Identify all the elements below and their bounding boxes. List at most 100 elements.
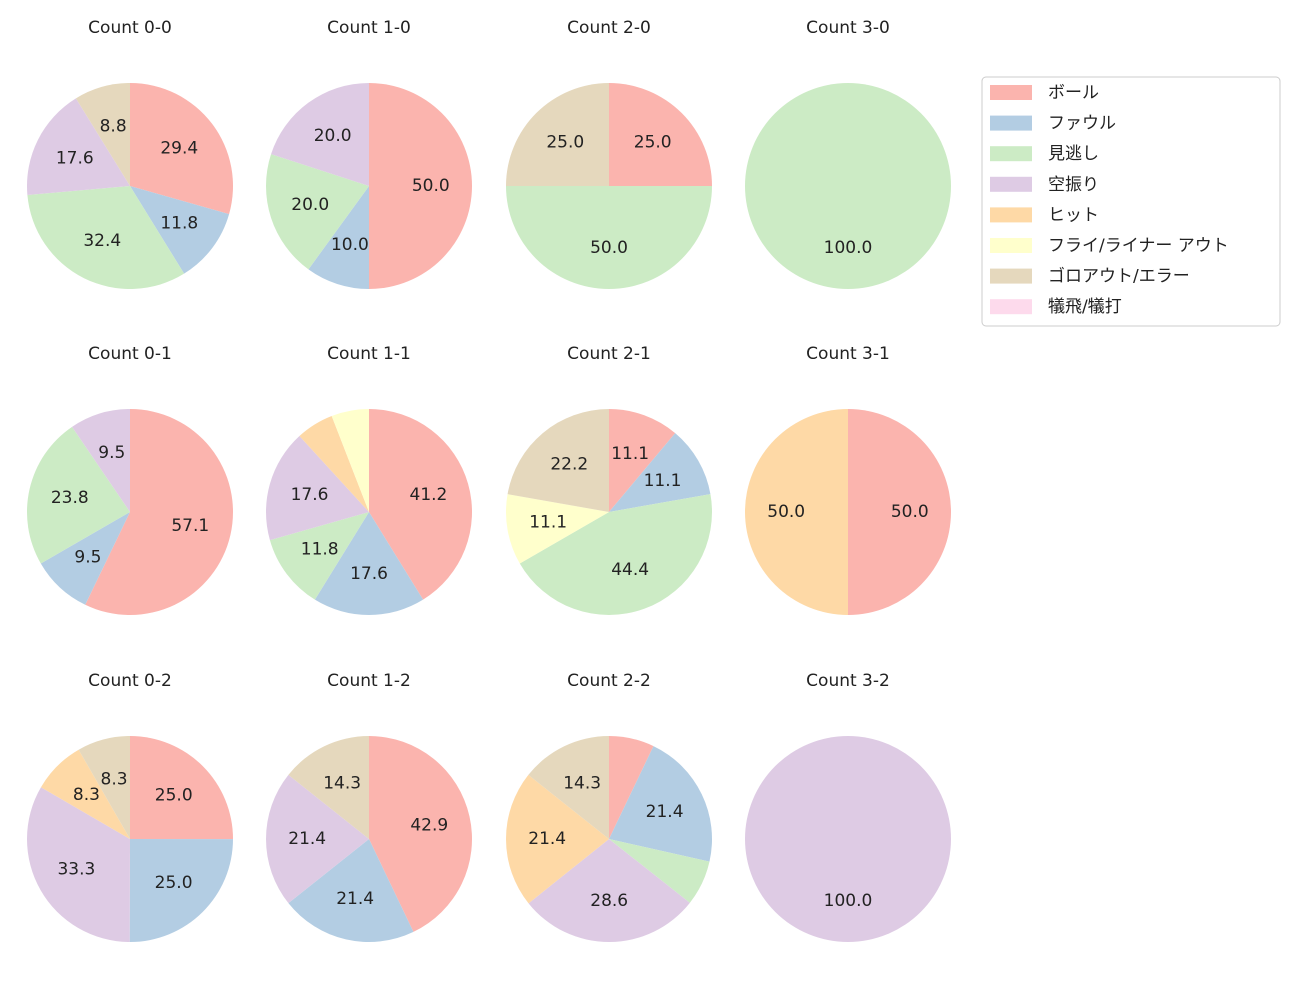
chart-title: Count 1-1 [327,344,411,364]
pie-slice [745,409,848,615]
slice-label: 14.3 [323,773,361,793]
pie-slice [40,512,130,605]
pie-slice [130,186,230,274]
pie-slice [85,409,234,615]
chart-title: Count 2-1 [567,344,651,364]
slice-label: 25.0 [634,132,672,152]
legend-label: 空振り [1048,175,1099,195]
legend-label: 見逃し [1048,144,1099,164]
chart-title: Count 2-2 [567,671,651,691]
slice-label: 32.4 [83,231,121,251]
slice-label: 17.6 [350,564,388,584]
slice-label: 20.0 [291,195,329,215]
pie-slice [288,736,369,839]
chart-title: Count 1-2 [327,671,411,691]
slice-label: 41.2 [410,485,448,505]
legend-swatch [990,207,1032,223]
slice-label: 29.4 [160,139,198,159]
pie-slice [331,409,369,512]
slice-label: 9.5 [98,443,125,463]
pie-slice [745,83,951,289]
pie-slice [27,98,130,196]
chart-title: Count 1-0 [327,18,411,38]
pie-slice [505,494,609,564]
pie-slice [271,83,369,186]
slice-label: 17.6 [56,148,94,168]
pie-slice [369,409,472,600]
chart-title: Count 3-1 [806,344,890,364]
slice-label: 50.0 [412,176,450,196]
slice-label: 28.6 [590,891,628,911]
slice-label: 50.0 [767,502,805,522]
pie-slice [72,409,130,512]
chart-title: Count 3-0 [806,18,890,38]
slice-label: 8.8 [100,117,127,137]
legend-label: ファウル [1048,114,1116,134]
legend-label: フライ/ライナー アウト [1048,236,1229,256]
slice-label: 22.2 [550,455,588,475]
pie-slice [369,83,472,289]
slice-label: 11.1 [644,471,682,491]
pie-slice [75,83,130,186]
slice-label: 11.8 [301,539,339,559]
slice-label: 23.8 [51,488,89,508]
legend-label: ボール [1048,83,1099,103]
slice-label: 57.1 [171,516,209,536]
pie-slice [609,83,712,186]
pie-slice [308,186,369,289]
pie-slice [609,433,711,512]
legend-swatch [990,115,1032,131]
pie-slice [528,839,690,942]
pie-slice [26,426,130,564]
chart-title: Count 0-2 [88,671,172,691]
slice-label: 44.4 [611,560,649,580]
slice-label: 25.0 [155,873,193,893]
slice-label: 8.3 [73,785,100,805]
legend-swatch [990,85,1032,100]
legend-box [981,76,1281,327]
legend-swatch [990,146,1032,162]
legend-swatch [990,238,1032,253]
legend-swatch [990,176,1032,192]
pie-slice [130,83,233,215]
pie-slice [314,512,424,615]
pie-slice [299,415,369,512]
chart-title: Count 0-1 [88,344,172,364]
pie-slice [506,186,712,289]
pie-slice [27,186,185,289]
pie-slice [848,409,951,615]
slice-label: 25.0 [155,785,193,805]
pie-slice [266,774,369,904]
pie-slice [528,736,609,839]
slice-label: 9.5 [74,547,101,567]
slice-label: 100.0 [824,891,873,911]
slice-label: 11.8 [160,213,198,233]
pie-slice [609,746,712,862]
pie-slice [745,736,951,942]
chart-title: Count 0-0 [88,18,172,38]
pie-slice [519,494,712,615]
slice-label: 50.0 [891,502,929,522]
slice-label: 21.4 [336,889,374,909]
legend-swatch [990,268,1032,284]
slice-label: 11.1 [529,513,567,533]
legend-label: ヒット [1048,205,1099,225]
slice-label: 11.1 [611,444,649,464]
pie-slice [266,436,369,541]
pie-slice [288,839,414,943]
pie-slice [609,839,710,903]
slice-label: 8.3 [101,769,128,789]
slice-label: 21.4 [528,829,566,849]
slice-label: 100.0 [824,238,873,258]
chart-title: Count 3-2 [806,671,890,691]
legend-label: ゴロアウト/エラー [1048,266,1190,287]
slice-label: 33.3 [57,860,95,880]
slice-label: 21.4 [288,829,326,849]
pie-slice [506,83,609,186]
pie-slice [40,749,130,839]
pie-slice [369,736,472,932]
slice-label: 14.3 [563,773,601,793]
pie-slice [505,774,609,904]
legend-swatch [990,299,1032,315]
